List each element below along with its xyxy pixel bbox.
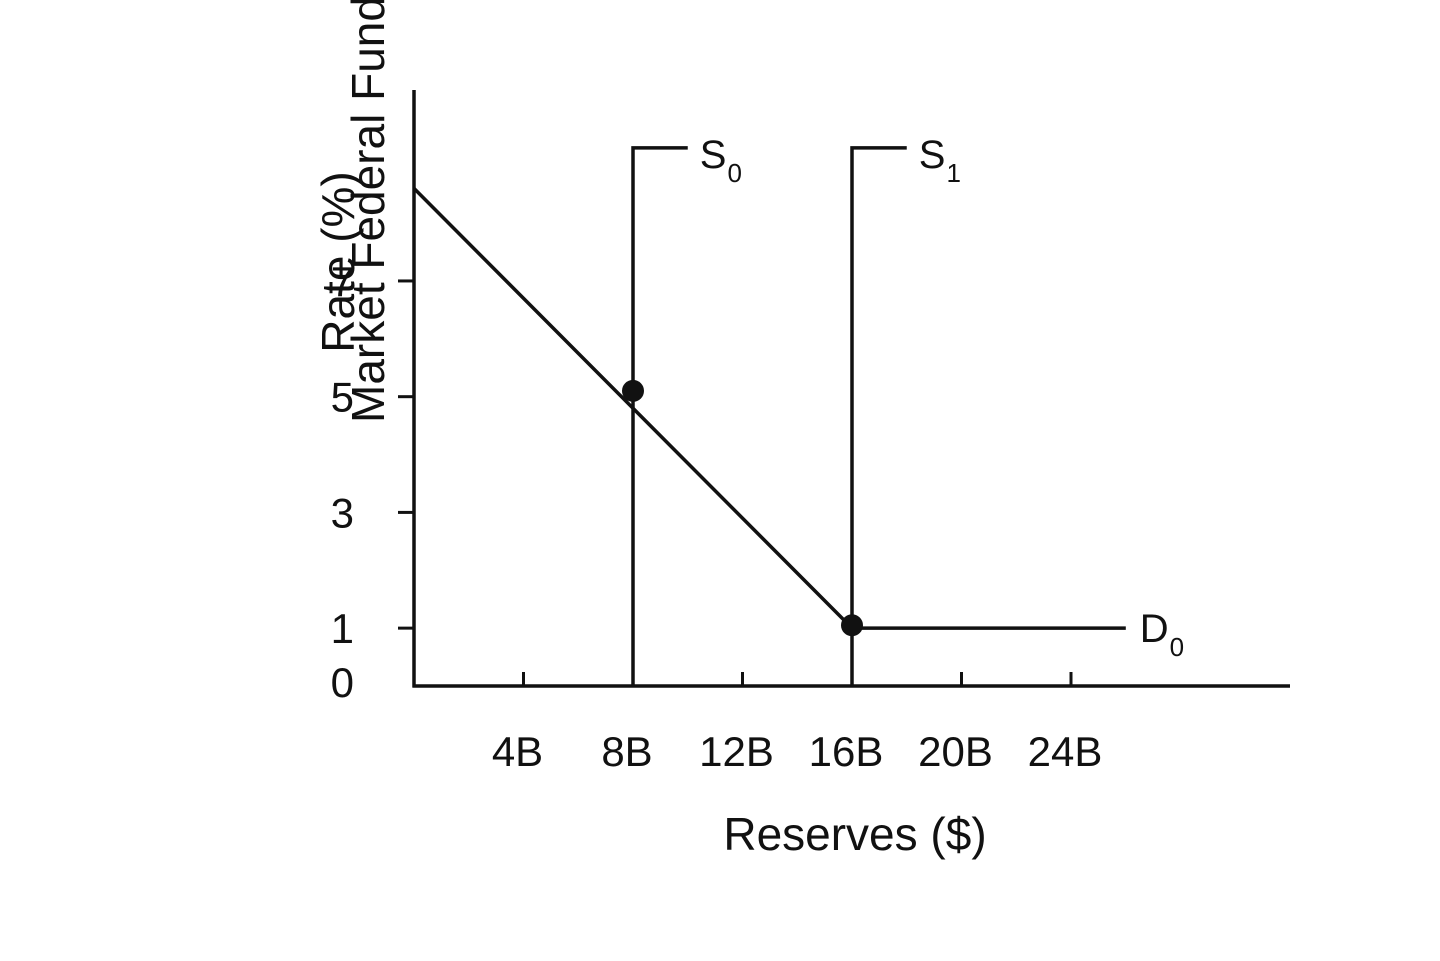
curve-label-d0: D: [1140, 607, 1169, 651]
y-axis-title: Market Federal Funds: [342, 0, 394, 423]
curve-label-subscript: 0: [1170, 632, 1184, 662]
curve-label-subscript: 0: [727, 158, 741, 188]
x-tick-label: 8B: [601, 728, 652, 775]
x-tick-label: 12B: [699, 728, 774, 775]
x-tick-label: 24B: [1028, 728, 1103, 775]
x-tick-label: 4B: [492, 728, 543, 775]
y-tick-label: 1: [331, 605, 354, 652]
y-tick-label: 3: [331, 489, 354, 536]
curve-label-s1: S: [919, 133, 946, 177]
y-tick-label: 7: [331, 258, 354, 305]
curve-label-s0: S: [700, 133, 727, 177]
curve-label-subscript: 1: [946, 158, 960, 188]
demand-curve-d0: [412, 187, 1126, 630]
x-tick-label: 16B: [809, 728, 884, 775]
x-tick-label: 20B: [918, 728, 993, 775]
y-axis-title: Rate (%): [312, 171, 364, 352]
equilibrium-point: [841, 614, 863, 637]
supply-curve-s1: [850, 146, 907, 686]
equilibrium-point: [622, 379, 644, 402]
supply-curve-s0: [631, 146, 688, 686]
x-axis-title: Reserves ($): [723, 808, 986, 860]
y-tick-label: 0: [331, 659, 354, 706]
y-tick-label: 5: [331, 374, 354, 421]
